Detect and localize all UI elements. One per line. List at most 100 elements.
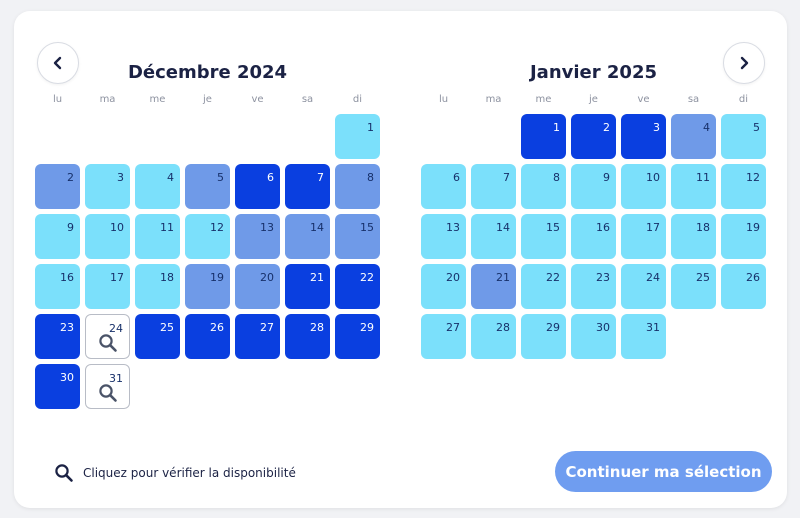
day-cell[interactable]: 18 [135, 264, 180, 309]
day-cell[interactable]: 19 [185, 264, 230, 309]
day-cell[interactable]: 23 [571, 264, 616, 309]
day-cell[interactable]: 10 [621, 164, 666, 209]
day-number: 23 [596, 271, 610, 284]
day-number: 31 [646, 321, 660, 334]
day-cell[interactable]: 1 [521, 114, 566, 159]
day-cell[interactable]: 14 [285, 214, 330, 259]
day-cell[interactable]: 29 [335, 314, 380, 359]
day-cell[interactable]: 2 [571, 114, 616, 159]
day-cell[interactable]: 21 [285, 264, 330, 309]
day-number: 4 [703, 121, 710, 134]
day-number: 14 [496, 221, 510, 234]
day-number: 15 [546, 221, 560, 234]
weekday-label: me [535, 94, 552, 105]
day-number: 25 [696, 271, 710, 284]
day-number: 3 [117, 171, 124, 184]
continue-button[interactable]: Continuer ma sélection [555, 451, 772, 492]
day-cell[interactable]: 8 [335, 164, 380, 209]
day-number: 8 [553, 171, 560, 184]
day-number: 29 [360, 321, 374, 334]
day-cell[interactable]: 23 [35, 314, 80, 359]
day-cell[interactable]: 25 [135, 314, 180, 359]
day-cell[interactable]: 7 [471, 164, 516, 209]
day-cell[interactable]: 11 [671, 164, 716, 209]
day-cell[interactable]: 26 [185, 314, 230, 359]
day-cell[interactable]: 6 [235, 164, 280, 209]
day-cell[interactable]: 15 [521, 214, 566, 259]
day-cell[interactable]: 31 [85, 364, 130, 409]
day-cell[interactable]: 28 [471, 314, 516, 359]
day-cell[interactable]: 16 [35, 264, 80, 309]
weekday-label: lu [52, 94, 63, 105]
day-cell[interactable]: 19 [721, 214, 766, 259]
chevron-left-icon [53, 56, 62, 70]
day-cell[interactable]: 29 [521, 314, 566, 359]
day-cell[interactable]: 5 [721, 114, 766, 159]
day-cell[interactable]: 2 [35, 164, 80, 209]
day-cell[interactable]: 27 [421, 314, 466, 359]
day-number: 10 [110, 221, 124, 234]
day-cell[interactable]: 9 [571, 164, 616, 209]
day-cell[interactable]: 13 [235, 214, 280, 259]
day-number: 18 [696, 221, 710, 234]
day-cell[interactable]: 6 [421, 164, 466, 209]
day-number: 17 [110, 271, 124, 284]
chevron-right-icon [740, 56, 749, 70]
legend: Cliquez pour vérifier la disponibilité [54, 463, 296, 483]
day-cell[interactable]: 22 [335, 264, 380, 309]
day-cell[interactable]: 30 [35, 364, 80, 409]
day-cell[interactable]: 10 [85, 214, 130, 259]
day-number: 24 [646, 271, 660, 284]
day-cell[interactable]: 22 [521, 264, 566, 309]
prev-month-button[interactable] [37, 42, 79, 84]
day-cell[interactable]: 18 [671, 214, 716, 259]
day-number: 30 [596, 321, 610, 334]
day-number: 22 [360, 271, 374, 284]
day-number: 3 [653, 121, 660, 134]
day-cell[interactable]: 4 [671, 114, 716, 159]
day-cell[interactable]: 5 [185, 164, 230, 209]
day-number: 9 [603, 171, 610, 184]
day-cell[interactable]: 20 [235, 264, 280, 309]
day-cell[interactable]: 1 [335, 114, 380, 159]
day-cell[interactable]: 12 [721, 164, 766, 209]
day-cell[interactable]: 3 [85, 164, 130, 209]
day-cell[interactable]: 20 [421, 264, 466, 309]
day-cell[interactable]: 16 [571, 214, 616, 259]
day-cell[interactable]: 9 [35, 214, 80, 259]
weekday-label: sa [687, 94, 700, 105]
day-cell[interactable]: 7 [285, 164, 330, 209]
day-cell[interactable]: 14 [471, 214, 516, 259]
day-cell[interactable]: 28 [285, 314, 330, 359]
day-cell[interactable]: 8 [521, 164, 566, 209]
day-cell[interactable]: 21 [471, 264, 516, 309]
day-cell[interactable]: 24 [621, 264, 666, 309]
day-cell[interactable]: 11 [135, 214, 180, 259]
day-cell[interactable]: 4 [135, 164, 180, 209]
day-cell[interactable]: 3 [621, 114, 666, 159]
day-number: 8 [367, 171, 374, 184]
day-cell[interactable]: 24 [85, 314, 130, 359]
day-cell[interactable]: 26 [721, 264, 766, 309]
day-cell[interactable]: 27 [235, 314, 280, 359]
next-month-button[interactable] [723, 42, 765, 84]
day-number: 29 [546, 321, 560, 334]
weekday-label: ma [485, 94, 502, 105]
day-number: 9 [67, 221, 74, 234]
day-cell[interactable]: 15 [335, 214, 380, 259]
day-number: 20 [260, 271, 274, 284]
day-cell[interactable]: 17 [85, 264, 130, 309]
day-number: 2 [603, 121, 610, 134]
day-number: 1 [553, 121, 560, 134]
day-cell[interactable]: 31 [621, 314, 666, 359]
day-cell[interactable]: 13 [421, 214, 466, 259]
day-number: 27 [260, 321, 274, 334]
day-number: 16 [596, 221, 610, 234]
search-icon [99, 384, 117, 402]
day-cell[interactable]: 12 [185, 214, 230, 259]
day-cell[interactable]: 30 [571, 314, 616, 359]
day-number: 13 [446, 221, 460, 234]
day-cell[interactable]: 17 [621, 214, 666, 259]
day-cell[interactable]: 25 [671, 264, 716, 309]
day-number: 26 [746, 271, 760, 284]
